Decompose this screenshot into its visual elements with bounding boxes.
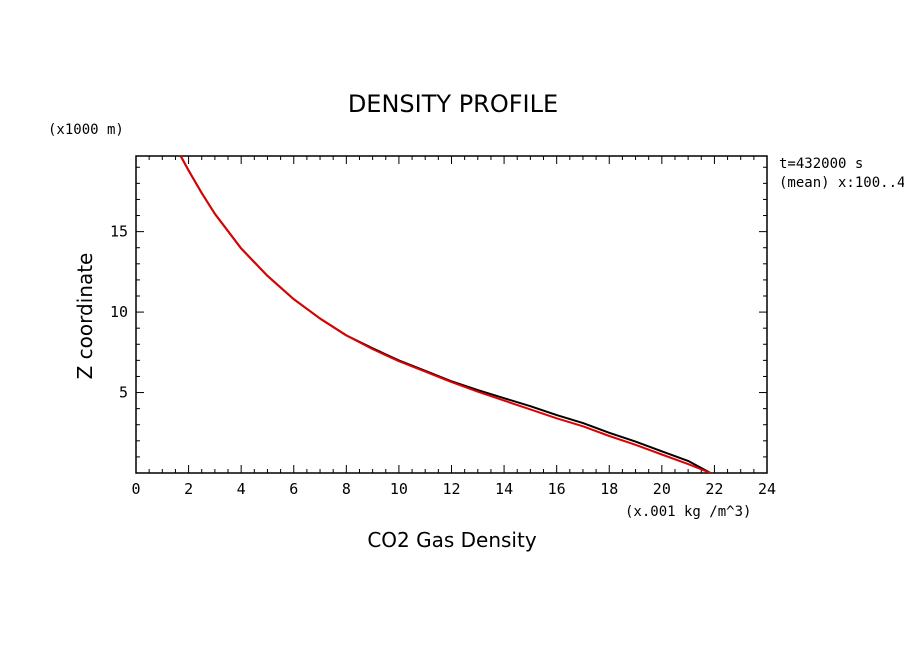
- x-tick-label: 20: [653, 480, 671, 498]
- x-tick-label: 8: [342, 480, 351, 498]
- series-line-2: [179, 155, 711, 474]
- x-unit-label: (x.001 kg /m^3): [625, 504, 751, 520]
- y-tick-label: 5: [119, 384, 128, 402]
- x-tick-label: 18: [600, 480, 618, 498]
- y-tick-label: 10: [110, 303, 128, 321]
- x-tick-label: 4: [237, 480, 246, 498]
- x-tick-label: 14: [495, 480, 513, 498]
- x-tick-label: 24: [758, 480, 776, 498]
- x-tick-label: 12: [442, 480, 460, 498]
- y-axis-title: Z coordinate: [73, 253, 97, 380]
- x-tick-label: 6: [289, 480, 298, 498]
- x-tick-label: 0: [131, 480, 140, 498]
- y-tick-label: 15: [110, 223, 128, 241]
- annotation-time: t=432000 s: [779, 156, 863, 172]
- x-tick-label: 10: [390, 480, 408, 498]
- x-tick-label: 22: [705, 480, 723, 498]
- series-line-1: [179, 155, 711, 474]
- x-axis-title: CO2 Gas Density: [367, 528, 537, 552]
- annotation-mean: (mean) x:100..4: [779, 175, 904, 191]
- x-tick-label: 2: [184, 480, 193, 498]
- chart-title: DENSITY PROFILE: [348, 90, 558, 118]
- y-unit-label: (x1000 m): [48, 122, 124, 138]
- x-tick-label: 16: [548, 480, 566, 498]
- plot-frame: [135, 155, 768, 474]
